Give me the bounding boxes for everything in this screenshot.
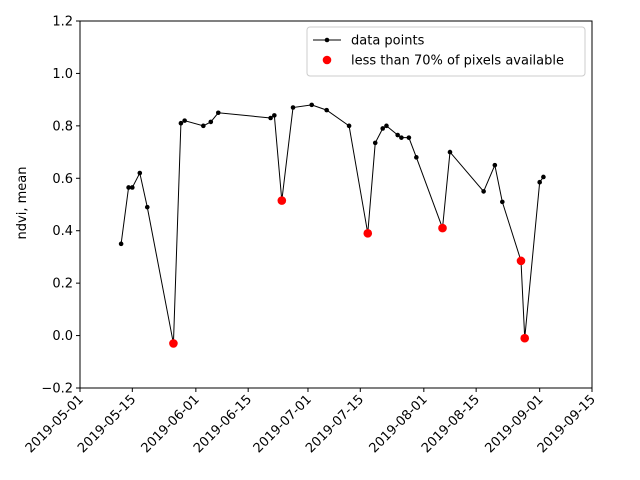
data-point	[380, 126, 386, 131]
data-point	[126, 185, 131, 190]
legend-box	[306, 26, 586, 77]
data-point	[182, 118, 187, 123]
data-point	[290, 105, 296, 110]
y-tick-label: 0.4	[52, 224, 73, 239]
data-point	[541, 174, 546, 180]
data-point	[130, 185, 135, 190]
legend-label: less than 70% of pixels available	[351, 54, 564, 69]
y-tick-label: 0.2	[52, 277, 73, 292]
legend: data points less than 70% of pixels avail…	[306, 26, 586, 77]
data-point	[118, 241, 124, 247]
y-tick-label: 1.2	[52, 15, 73, 30]
y-tick-label: 0.6	[52, 172, 73, 187]
data-point	[395, 132, 400, 138]
data-point	[137, 170, 143, 176]
legend-red-swatch	[322, 55, 332, 65]
data-point	[447, 149, 453, 155]
y-tick-label: 0.8	[52, 119, 73, 134]
y-tick-label: −0.2	[41, 382, 73, 397]
low-coverage-point	[516, 256, 526, 266]
data-point	[324, 107, 329, 113]
data-point	[481, 189, 486, 194]
y-tick-label: 0.0	[52, 329, 73, 344]
data-point	[309, 102, 315, 108]
data-point	[414, 155, 419, 160]
data-point	[372, 140, 378, 146]
legend-dot-swatch	[324, 37, 330, 43]
axes	[79, 20, 593, 389]
data-point	[208, 119, 214, 125]
y-axis-ticks: −0.2 0.0 0.2 0.4 0.6 0.8 1.0 1.2	[41, 15, 80, 397]
data-point	[178, 120, 184, 126]
data-point	[500, 199, 505, 205]
data-point	[406, 135, 412, 140]
data-point	[384, 123, 389, 129]
data-point	[215, 110, 221, 116]
data-point	[272, 113, 277, 118]
plot-frame	[79, 20, 593, 389]
series-line-data-points	[120, 104, 544, 344]
series-layer	[118, 102, 546, 348]
data-point	[144, 204, 150, 210]
data-point	[492, 162, 498, 168]
low-coverage-point	[438, 223, 447, 233]
data-point	[346, 123, 352, 129]
data-point	[268, 115, 273, 121]
data-point	[399, 135, 404, 140]
low-coverage-point	[277, 196, 287, 205]
low-coverage-point	[520, 333, 530, 343]
legend-label: data points	[351, 34, 425, 49]
y-tick-label: 1.0	[52, 67, 73, 82]
y-axis-label: ndvi, mean	[15, 167, 30, 240]
low-coverage-point	[169, 339, 178, 348]
data-point	[537, 179, 542, 185]
low-coverage-point	[363, 229, 373, 238]
data-point	[201, 123, 206, 129]
